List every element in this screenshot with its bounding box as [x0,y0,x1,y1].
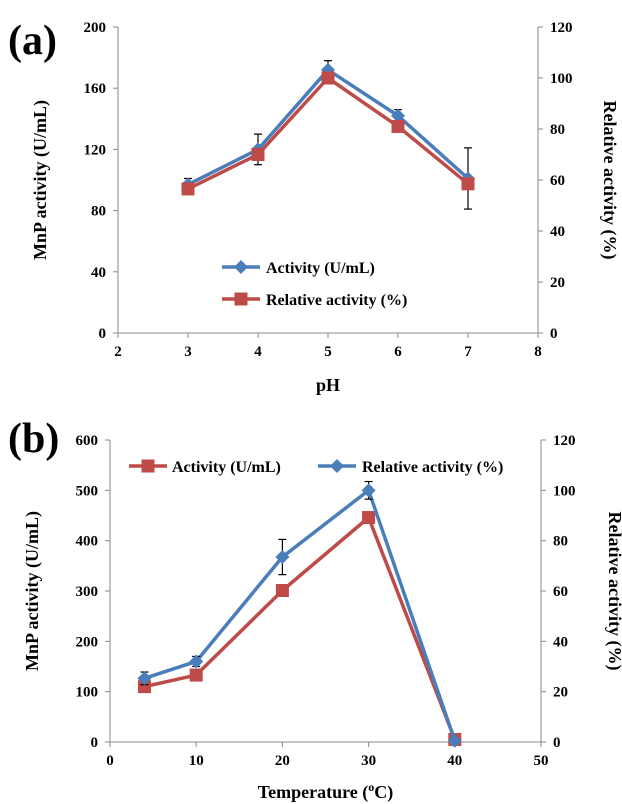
legend-swatch-marker [234,292,248,306]
chart-panel-a: (a)2 3 4 5 6 7 804080120160200020406080100120M… [8,18,620,395]
x-axis-title-part: Temperature ( [258,782,368,803]
panel-label: (b) [8,416,59,462]
x-axis-title: Temperature (oC) [258,780,393,803]
x-tick-label: 50 [534,753,549,769]
legend-swatch-marker [141,459,155,473]
data-point [447,733,462,748]
legend-label: Activity (U/mL) [172,459,281,476]
y-tick-label: 120 [84,142,107,158]
data-point [137,680,151,694]
series-line [187,76,470,191]
legend-label: Activity (U/mL) [266,260,375,277]
y2-tick-label: 0 [550,326,558,342]
data-point [361,483,376,498]
x-tick-label: 4 [254,344,262,360]
y-tick-label: 200 [76,634,99,650]
data-point [321,71,335,85]
data-point [189,654,204,669]
y-tick-label: 400 [76,534,99,550]
x-tick-label: 3 [184,344,192,360]
x-tick-label: 0 [106,753,114,769]
y2-tick-label: 80 [550,122,565,138]
y-tick-label: 40 [91,265,106,281]
data-point [391,119,405,133]
y2-axis-title: Relative activity (%) [599,101,620,260]
y-tick-label: 0 [91,735,99,751]
x-tick-label: 5 [324,344,332,360]
series-1 [181,71,475,196]
series-0 [137,511,462,746]
x-axis-title-superscript: o [368,780,374,794]
series-1 [137,480,462,748]
y-tick-label: 300 [76,584,99,600]
panel-label: (a) [8,18,57,64]
y-tick-label: 0 [99,326,107,342]
y2-tick-label: 60 [553,584,568,600]
x-tick-label: 8 [534,344,542,360]
y2-tick-label: 120 [553,433,576,449]
data-point [275,550,290,565]
y2-tick-label: 100 [553,483,576,499]
data-point [251,148,265,161]
legend: Activity (U/mL) Relative activity (%) [129,459,503,476]
y-tick-label: 100 [76,685,99,701]
y2-tick-label: 20 [550,275,565,291]
y-tick-label: 500 [76,483,99,499]
y2-tick-label: 60 [550,173,565,189]
y-tick-label: 600 [76,433,99,449]
chart-panel-b: (b)0 10 20 30 40 5001002003004005006000204060… [8,416,622,803]
x-tick-label: 30 [361,753,376,769]
x-axis-title-part: C) [374,782,393,803]
y-axis-title: MnP activity (U/mL) [22,511,43,671]
legend-swatch-marker [234,260,248,274]
data-point [461,177,475,191]
y-tick-label: 200 [84,20,107,36]
y-tick-label: 80 [91,204,106,220]
data-point [362,511,376,525]
y2-axis-title: Relative activity (%) [604,512,622,671]
y2-tick-label: 100 [550,71,573,87]
legend-swatch-marker [330,459,344,473]
y2-tick-label: 120 [550,20,573,36]
y-tick-label: 160 [84,81,107,97]
y2-tick-label: 80 [553,534,568,550]
y2-tick-label: 40 [553,634,568,650]
x-tick-label: 6 [394,344,402,360]
y2-tick-label: 0 [553,735,561,751]
x-tick-label: 20 [275,753,290,769]
x-tick-label: 2 [114,344,122,360]
data-point [275,583,289,597]
y-axis-title: MnP activity (U/mL) [30,100,51,260]
x-tick-label: 7 [464,344,472,360]
y2-tick-label: 40 [550,224,565,240]
legend-label: Relative activity (%) [362,459,503,476]
x-tick-label: 40 [447,753,462,769]
legend-label: Relative activity (%) [266,292,407,309]
legend: Activity (U/mL) Relative activity (%) [222,260,407,309]
y2-tick-label: 20 [553,685,568,701]
data-point [391,108,405,123]
x-axis-title: pH [316,375,340,395]
series-line [144,515,457,741]
data-point [181,182,195,196]
data-point [137,671,152,686]
x-tick-label: 10 [189,753,204,769]
data-point [189,668,203,682]
